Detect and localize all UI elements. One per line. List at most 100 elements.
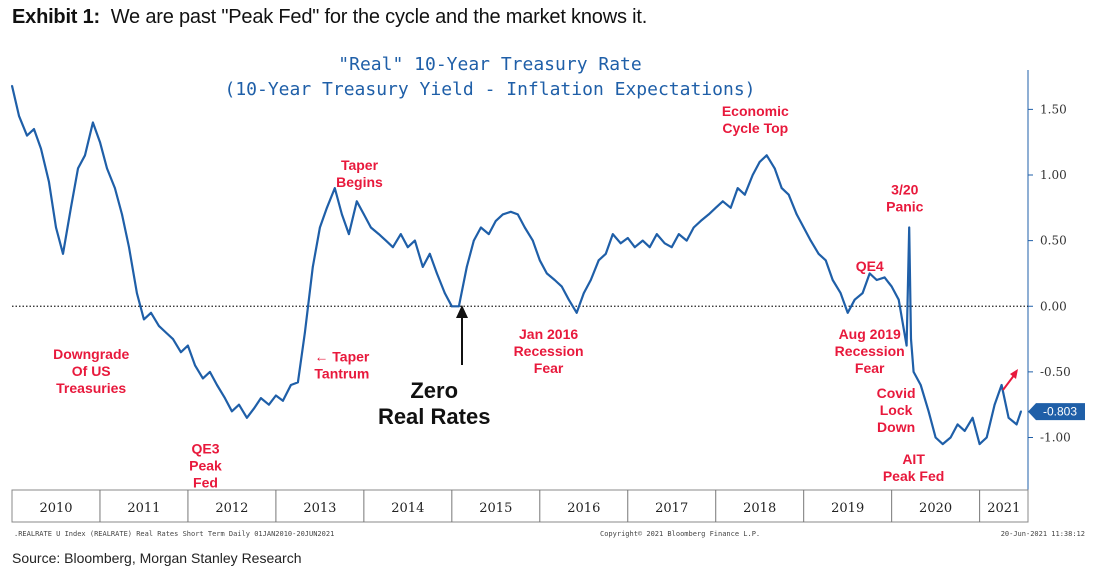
last-value-tag: -0.803: [1028, 403, 1085, 421]
data-point: [297, 381, 299, 384]
data-point: [824, 259, 827, 262]
y-tick-label: 1.50: [1040, 102, 1067, 116]
y-tick-label: 1.00: [1040, 168, 1067, 182]
data-point: [246, 416, 248, 419]
data-point: [48, 180, 50, 183]
data-point: [941, 443, 944, 445]
data-point: [458, 305, 460, 308]
data-point: [275, 394, 277, 397]
data-point: [963, 430, 966, 432]
data-point: [934, 436, 937, 439]
data-point: [648, 246, 651, 249]
data-point: [663, 242, 666, 245]
data-point: [370, 226, 372, 229]
footer-center: Copyright© 2021 Bloomberg Finance L.P.: [600, 530, 760, 538]
data-point: [84, 154, 86, 157]
data-point: [436, 272, 438, 275]
y-tick-label: -1.00: [1040, 431, 1071, 445]
data-point: [333, 187, 336, 190]
plot-area: [12, 70, 1028, 490]
annotation-label: Covid Lock Down: [877, 385, 916, 435]
footer-right: 20-Jun-2021 11:38:12: [1001, 530, 1085, 538]
x-tick-label: 2010: [39, 501, 72, 516]
annotation-label: QE4: [856, 258, 884, 274]
data-point: [560, 285, 563, 288]
x-tick-label: 2020: [919, 501, 952, 516]
data-point: [795, 213, 798, 216]
data-point: [883, 276, 886, 279]
data-point: [839, 292, 842, 294]
data-point: [150, 311, 152, 314]
data-point: [949, 436, 952, 439]
data-point: [70, 206, 72, 209]
x-tick-label: 2011: [127, 501, 160, 516]
data-point: [1015, 423, 1018, 426]
data-point: [787, 193, 790, 196]
last-value-label: -0.803: [1043, 405, 1077, 419]
data-point: [553, 279, 556, 281]
data-point: [773, 167, 776, 170]
data-point: [575, 311, 578, 314]
x-tick-label: 2014: [391, 501, 424, 516]
data-point: [348, 233, 350, 236]
data-point: [919, 384, 922, 386]
source-note: Source: Bloomberg, Morgan Stanley Resear…: [12, 550, 302, 566]
exhibit-title: Exhibit 1: We are past "Peak Fed" for th…: [12, 6, 647, 29]
data-point: [92, 121, 94, 124]
data-point: [121, 213, 123, 216]
data-point: [260, 397, 262, 399]
data-point: [897, 298, 900, 301]
data-point: [106, 167, 108, 170]
data-point: [487, 233, 490, 236]
data-point: [875, 279, 878, 281]
annotation-label: Aug 2019 Recession Fear: [835, 326, 905, 376]
data-point: [910, 338, 912, 340]
data-point: [158, 325, 160, 327]
data-point: [853, 298, 856, 301]
data-point: [187, 344, 189, 347]
data-point: [268, 403, 270, 406]
data-point: [480, 226, 482, 229]
data-point: [714, 206, 717, 209]
data-point: [905, 344, 908, 347]
series-layer: [10, 84, 1023, 446]
data-point: [414, 239, 416, 242]
data-point: [978, 443, 981, 445]
data-point: [450, 305, 453, 308]
data-point: [509, 210, 512, 213]
data-point: [611, 233, 614, 236]
data-point: [597, 259, 600, 262]
data-point: [685, 239, 688, 242]
x-tick-label: 2013: [303, 501, 336, 516]
data-point: [641, 239, 644, 242]
data-point: [18, 115, 20, 117]
data-point: [443, 292, 446, 294]
data-point: [736, 187, 739, 190]
y-tick-label: 0.50: [1040, 234, 1067, 248]
data-point: [751, 174, 754, 176]
data-point: [216, 384, 218, 386]
data-point: [209, 371, 211, 373]
annotation-label: QE3 Peak Fed: [189, 440, 222, 490]
data-point: [927, 410, 930, 413]
data-point: [743, 193, 746, 196]
data-point: [290, 384, 292, 386]
data-point: [180, 351, 182, 354]
data-point: [326, 206, 328, 209]
data-point: [670, 246, 673, 249]
zero-real-rates-arrow: [456, 305, 468, 365]
data-point: [912, 371, 915, 373]
data-point: [33, 128, 35, 131]
annotation-label: Jan 2016 Recession Fear: [514, 326, 584, 376]
data-point: [238, 403, 240, 406]
data-point: [494, 220, 497, 222]
data-point: [604, 252, 607, 255]
data-point: [355, 200, 358, 203]
data-point: [11, 84, 13, 87]
data-point: [868, 272, 871, 275]
x-axis-band: [11, 489, 1029, 523]
data-point: [633, 246, 636, 249]
data-point: [707, 213, 710, 216]
data-point: [817, 252, 820, 255]
data-point: [846, 311, 849, 314]
